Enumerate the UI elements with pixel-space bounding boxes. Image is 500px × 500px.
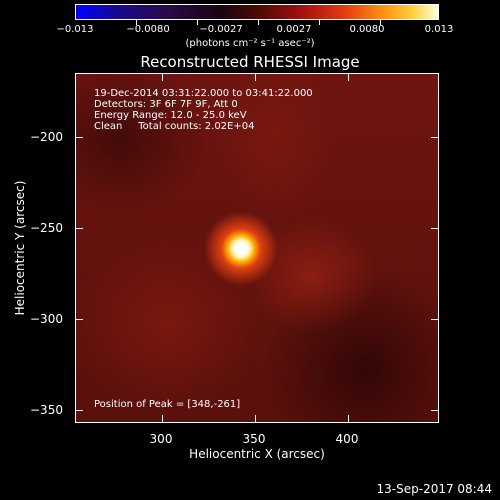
x-tick [348,415,349,422]
colorbar-label: −0.013 [56,24,94,35]
x-tick [348,74,349,81]
colorbar-units: (photons cm⁻² s⁻¹ asec⁻²) [185,38,315,49]
colorbar-label: −0.0080 [126,24,170,35]
x-tick [162,415,163,422]
y-tick [76,319,83,320]
colorbar-tick [380,20,381,25]
info-time: 19-Dec-2014 03:31:22.000 to 03:41:22.000 [94,88,313,99]
y-tick [431,228,438,229]
y-axis-title: Heliocentric Y (arcsec) [13,180,27,316]
peak-position: Position of Peak = [348,-261] [94,399,241,410]
y-tick [76,410,83,411]
x-tick-label: 300 [149,432,173,446]
y-tick-label: −200 [30,130,63,144]
colorbar-tick [319,20,320,25]
info-energy: Energy Range: 12.0 - 25.0 keV [94,110,247,121]
x-axis-title: Heliocentric X (arcsec) [189,447,325,461]
x-tick-label: 400 [335,432,359,446]
timestamp: 13-Sep-2017 08:44 [376,482,492,496]
y-tick [431,137,438,138]
colorbar-label: 0.0027 [276,24,312,35]
info-counts: Clean Total counts: 2.02E+04 [94,121,255,132]
y-tick [431,410,438,411]
colorbar-label: 0.013 [424,24,454,35]
colorbar-label: 0.0080 [349,24,385,35]
colorbar-tick [197,20,198,25]
y-tick-label: −250 [30,221,63,235]
colorbar-tick [136,20,137,25]
y-tick [76,137,83,138]
x-tick [255,74,256,81]
y-tick [76,228,83,229]
x-tick [255,415,256,422]
x-tick [162,74,163,81]
colorbar-tick [258,20,259,25]
y-tick [431,319,438,320]
y-tick-label: −300 [30,312,63,326]
colorbar [75,4,439,25]
x-tick-label: 350 [242,432,266,446]
info-detectors: Detectors: 3F 6F 7F 9F, Att 0 [94,99,238,110]
image-title: Reconstructed RHESSI Image [140,53,360,71]
rhessi-image [76,74,438,422]
y-tick-label: −350 [30,403,63,417]
colorbar-label: −0.0027 [199,24,243,35]
image-plot: 19-Dec-2014 03:31:22.000 to 03:41:22.000… [75,73,439,423]
